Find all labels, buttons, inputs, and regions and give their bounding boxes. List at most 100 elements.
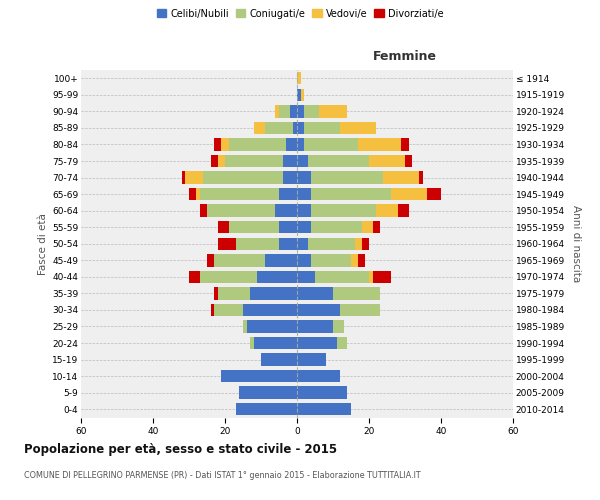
Bar [297,155,308,167]
Bar [283,172,297,184]
Bar [297,320,333,332]
Bar [279,238,297,250]
Bar [315,270,369,283]
Bar [369,155,405,167]
Bar [308,238,355,250]
Bar [401,138,409,150]
Bar [333,287,380,300]
Bar [229,138,286,150]
Bar [247,320,297,332]
Bar [311,188,391,200]
Legend: Celibi/Nubili, Coniugati/e, Vedovi/e, Divorziati/e: Celibi/Nubili, Coniugati/e, Vedovi/e, Di… [153,5,447,22]
Bar [362,238,369,250]
Bar [405,155,412,167]
Y-axis label: Fasce di età: Fasce di età [38,213,48,274]
Bar [383,172,419,184]
Bar [207,254,214,266]
Bar [297,354,326,366]
Text: COMUNE DI PELLEGRINO PARMENSE (PR) - Dati ISTAT 1° gennaio 2015 - Elaborazione T: COMUNE DI PELLEGRINO PARMENSE (PR) - Dat… [24,471,421,480]
Bar [279,105,290,118]
Bar [297,337,337,349]
Bar [355,238,362,250]
Bar [427,188,441,200]
Bar [218,155,225,167]
Bar [308,155,369,167]
Bar [275,204,297,217]
Bar [301,88,304,101]
Bar [304,105,319,118]
Bar [398,204,409,217]
Bar [297,172,311,184]
Bar [333,320,344,332]
Bar [257,270,297,283]
Bar [200,270,257,283]
Bar [250,287,297,300]
Bar [239,386,297,399]
Text: Femmine: Femmine [373,50,437,63]
Bar [236,403,297,415]
Bar [211,304,214,316]
Bar [214,304,243,316]
Bar [196,188,200,200]
Bar [297,386,347,399]
Bar [297,304,340,316]
Bar [290,105,297,118]
Bar [376,204,398,217]
Bar [265,254,297,266]
Bar [351,254,358,266]
Bar [362,221,373,234]
Bar [419,172,423,184]
Bar [214,138,221,150]
Bar [297,254,311,266]
Bar [304,138,358,150]
Bar [243,304,297,316]
Bar [218,221,229,234]
Bar [340,122,376,134]
Bar [373,221,380,234]
Bar [243,320,247,332]
Bar [221,138,229,150]
Bar [340,304,380,316]
Bar [225,155,283,167]
Bar [297,204,311,217]
Bar [297,88,301,101]
Bar [279,188,297,200]
Bar [185,172,203,184]
Bar [311,254,351,266]
Bar [189,188,196,200]
Bar [200,188,279,200]
Bar [297,287,333,300]
Bar [211,155,218,167]
Bar [297,105,304,118]
Bar [311,204,376,217]
Bar [297,270,315,283]
Bar [275,105,279,118]
Bar [391,188,427,200]
Bar [182,172,185,184]
Bar [261,354,297,366]
Bar [286,138,297,150]
Bar [373,270,391,283]
Bar [207,204,275,217]
Bar [297,138,304,150]
Bar [297,72,301,85]
Bar [297,238,308,250]
Bar [236,238,279,250]
Bar [311,172,383,184]
Bar [218,287,250,300]
Bar [293,122,297,134]
Bar [297,188,311,200]
Bar [265,122,293,134]
Bar [297,221,311,234]
Bar [189,270,200,283]
Bar [311,221,362,234]
Bar [337,337,347,349]
Bar [214,287,218,300]
Bar [221,370,297,382]
Bar [218,238,236,250]
Text: Popolazione per età, sesso e stato civile - 2015: Popolazione per età, sesso e stato civil… [24,442,337,456]
Bar [297,370,340,382]
Bar [203,172,283,184]
Y-axis label: Anni di nascita: Anni di nascita [571,205,581,282]
Bar [200,204,207,217]
